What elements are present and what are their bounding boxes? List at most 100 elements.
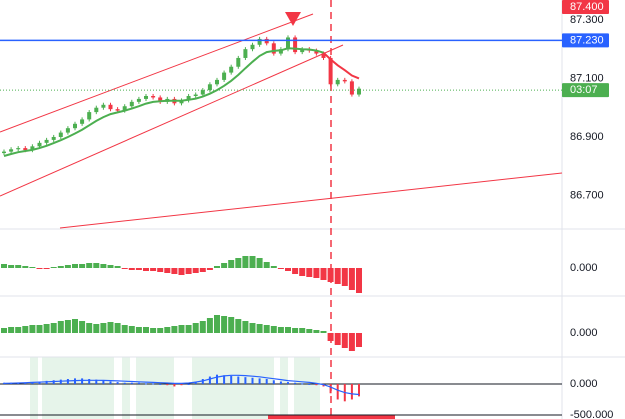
histogram-bar — [72, 264, 78, 268]
histogram-bar — [178, 325, 185, 333]
y-tick-label: 0.000 — [570, 262, 598, 274]
histogram-bar — [64, 320, 71, 333]
histogram-bar — [214, 315, 220, 333]
histogram-bar — [22, 326, 29, 333]
histogram-bar — [114, 266, 121, 268]
candle-body — [2, 151, 6, 154]
oscillator-bar — [272, 380, 275, 384]
histogram-bar — [214, 266, 220, 268]
histogram-bar — [185, 325, 192, 333]
histogram-bar — [306, 268, 313, 277]
candle-body — [207, 84, 212, 91]
y-tick-label: 0.000 — [570, 378, 598, 390]
y-tick-label: 87.300 — [570, 14, 604, 26]
histogram-bar — [334, 268, 341, 284]
oscillator-bar — [88, 379, 91, 384]
histogram-bar — [29, 267, 36, 268]
histogram-bar — [171, 326, 178, 333]
candle-body — [9, 149, 14, 152]
oscillator-bar — [308, 383, 311, 385]
candle-body — [342, 79, 347, 82]
oscillator-bar — [336, 383, 339, 400]
histogram-bar — [29, 325, 36, 333]
oscillator-bar — [287, 382, 289, 384]
candle-body — [222, 72, 227, 80]
candle-body — [151, 96, 156, 98]
oscillator-bar — [166, 383, 169, 386]
histogram-bar — [285, 327, 291, 333]
y-tick-label: 86.900 — [570, 131, 604, 143]
oscillator-bar — [258, 378, 261, 384]
histogram-bar — [199, 321, 206, 333]
histogram-bar — [121, 325, 128, 333]
histogram-bar — [107, 322, 114, 333]
candle-body — [87, 112, 92, 120]
histogram-bar — [15, 265, 22, 268]
signal-zone — [294, 357, 320, 419]
histogram-bar — [256, 258, 263, 268]
histogram-bar — [327, 268, 334, 282]
histogram-bar — [143, 268, 149, 271]
candle-body — [243, 49, 248, 58]
histogram-bar — [206, 268, 213, 270]
candle-body — [250, 44, 255, 50]
histogram-bar — [313, 268, 320, 278]
oscillator-bar — [265, 379, 268, 384]
histogram-bar — [221, 316, 228, 333]
histogram-bar — [185, 268, 192, 274]
histogram-bar — [356, 268, 362, 293]
candle-body — [23, 148, 28, 151]
oscillator-bar — [223, 375, 226, 384]
histogram-bar — [348, 333, 355, 351]
price-tag-label: 87.230 — [570, 34, 604, 46]
histogram-bar — [313, 330, 320, 333]
histogram-bar — [1, 264, 7, 268]
candle-body — [186, 96, 191, 101]
oscillator-bar — [216, 374, 218, 384]
histogram-bar — [79, 264, 86, 268]
oscillator-bar — [315, 383, 318, 386]
candle-body — [30, 146, 35, 151]
candle-body — [129, 101, 134, 107]
histogram-bar — [192, 323, 199, 333]
y-tick-label: 86.700 — [570, 189, 604, 201]
histogram-bar — [320, 331, 327, 333]
signal-zone — [122, 357, 130, 419]
histogram-bar — [235, 258, 242, 268]
histogram-bar — [43, 268, 50, 269]
histogram-bar — [43, 324, 50, 333]
price-tag-label: 03:07 — [570, 84, 598, 96]
histogram-bar — [135, 327, 142, 333]
histogram-bar — [72, 319, 78, 333]
histogram-bar — [334, 333, 341, 345]
oscillator-bar — [109, 381, 112, 384]
histogram-bar — [242, 321, 249, 333]
histogram-bar — [50, 323, 57, 333]
candle-body — [101, 104, 106, 108]
histogram-bar — [299, 328, 306, 333]
moving-average — [322, 51, 360, 80]
histogram-bar — [36, 325, 43, 333]
histogram-bar — [86, 323, 93, 333]
histogram-bar — [277, 327, 284, 333]
price-tag — [562, 33, 609, 48]
histogram-bar — [93, 263, 100, 268]
histogram-bar — [292, 268, 299, 274]
histogram-bar — [277, 268, 284, 269]
histogram-bar — [57, 321, 64, 333]
oscillator-bar — [208, 376, 211, 384]
candle-body — [94, 107, 99, 113]
histogram-bar — [157, 268, 164, 272]
oscillator-bar — [301, 383, 304, 385]
signal-zone — [136, 357, 174, 419]
histogram-bar — [93, 324, 100, 333]
histogram-bar — [157, 328, 164, 333]
oscillator-bar — [187, 383, 190, 385]
histogram-bar — [164, 268, 171, 273]
histogram-bar — [178, 268, 185, 275]
histogram-bar — [150, 328, 157, 333]
oscillator-bar — [329, 383, 332, 394]
candle-body — [16, 148, 21, 150]
candle-body — [229, 66, 234, 73]
candle-body — [321, 53, 326, 58]
